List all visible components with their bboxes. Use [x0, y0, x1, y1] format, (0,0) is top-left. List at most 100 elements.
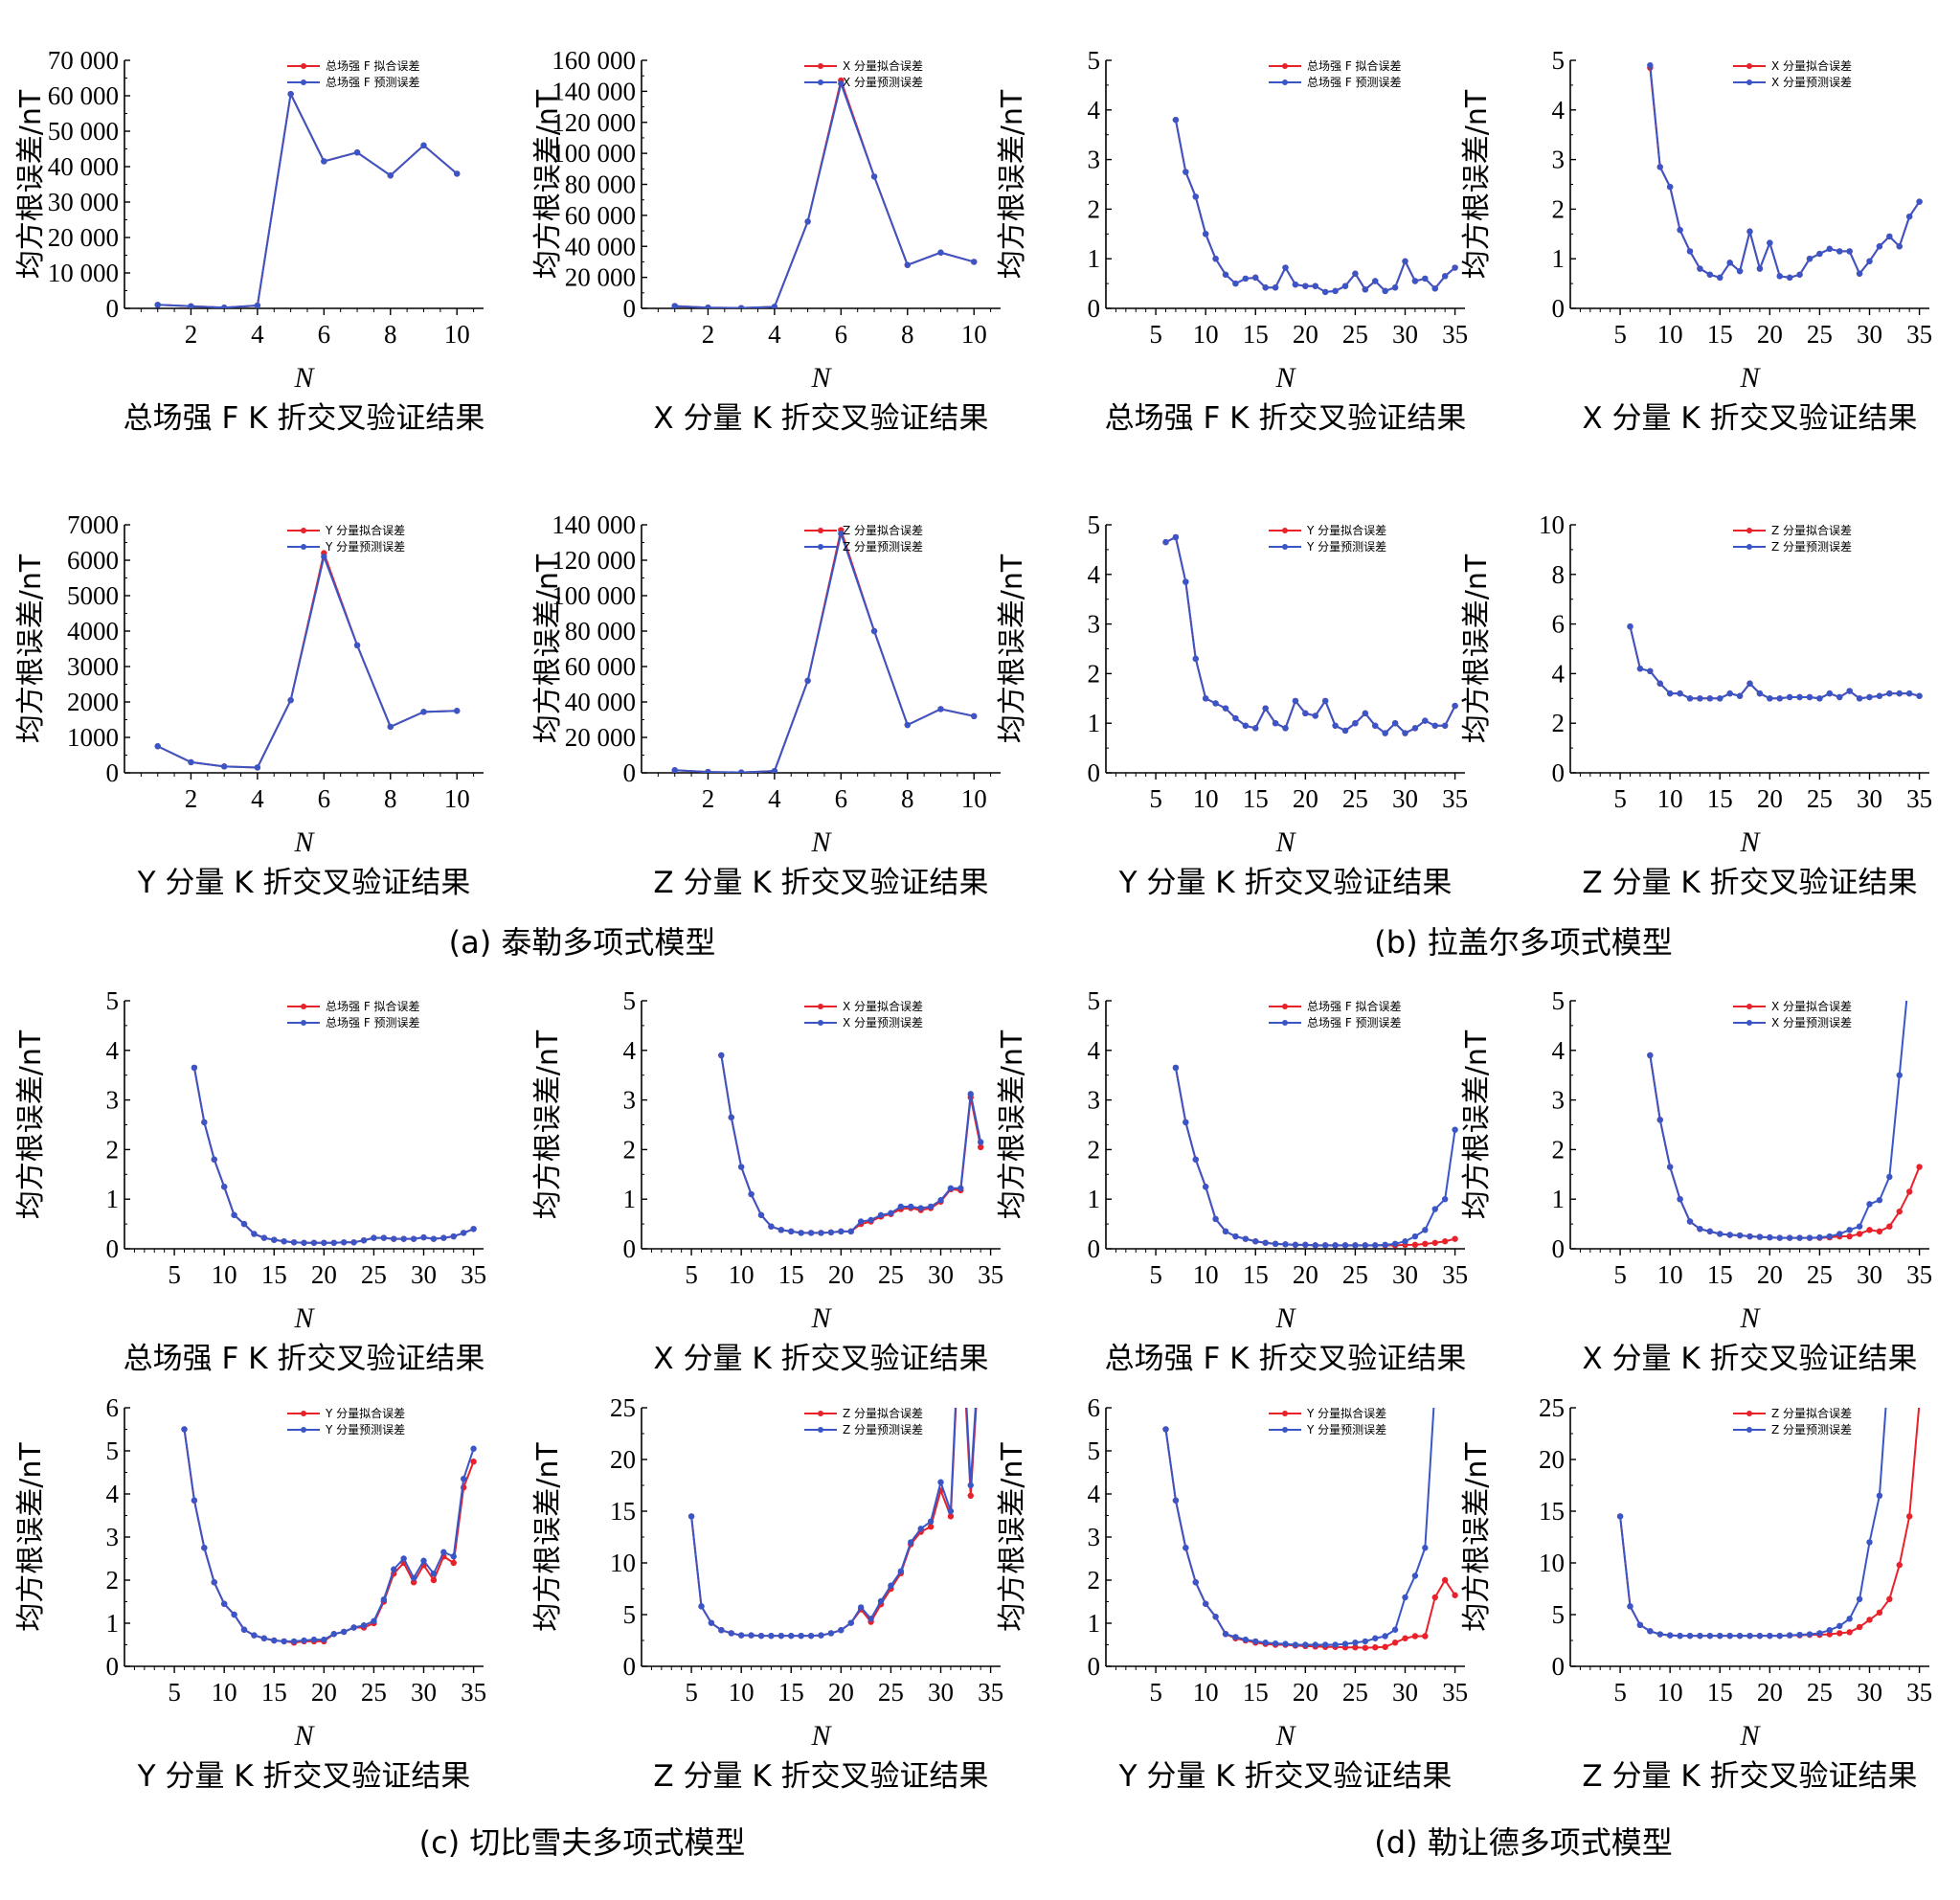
y-axis-label: 均方根误差/nT: [996, 554, 1029, 743]
data-point-pred: [1411, 278, 1419, 284]
x-tick-label: 20: [1293, 1260, 1318, 1289]
data-point-pred: [188, 758, 194, 766]
data-point-pred: [1846, 1227, 1853, 1233]
data-point-pred: [290, 1638, 298, 1645]
plot-area: [1627, 622, 1923, 702]
y-tick-label: 120 000: [552, 546, 636, 575]
x-tick-label: 15: [1707, 320, 1733, 349]
y-tick-label: 6: [106, 1393, 120, 1422]
data-point-fit: [1866, 1617, 1873, 1623]
y-tick-label: 40 000: [565, 688, 636, 716]
series-line-pred: [1165, 535, 1456, 735]
data-point-pred: [1272, 1640, 1279, 1647]
data-point-pred: [777, 1227, 785, 1233]
data-point-pred: [350, 1624, 357, 1631]
data-point-pred: [947, 1185, 955, 1192]
data-point-pred: [1806, 693, 1814, 701]
data-point-pred: [768, 1223, 775, 1230]
data-point-pred: [1362, 286, 1369, 293]
data-point-pred: [1717, 1632, 1723, 1640]
y-tick-label: 1: [1552, 244, 1566, 273]
data-point-pred: [1636, 666, 1644, 672]
y-tick-label: 10 000: [48, 259, 119, 287]
chart-panel-10: 0 1 2 3 4 5 5 10 15 20 25 30 35 均方根误差/nT N X 分量 K 折交叉验证…: [531, 986, 1003, 1376]
x-tick-label: 25: [1342, 1678, 1368, 1707]
legend-label: Z 分量预测误差: [1771, 1423, 1852, 1436]
data-point-pred: [947, 1507, 955, 1515]
data-point-pred: [1717, 695, 1723, 702]
panel-caption: 总场强 F K 折交叉验证结果: [124, 1342, 485, 1376]
data-point-pred: [350, 1239, 357, 1246]
data-point-pred: [927, 1203, 935, 1210]
data-point-pred: [1656, 680, 1663, 687]
data-point-pred: [231, 1611, 237, 1618]
data-point-pred: [1352, 1640, 1359, 1646]
data-point-pred: [1252, 725, 1259, 732]
data-point-pred: [1391, 284, 1399, 291]
y-tick-label: 30 000: [48, 188, 119, 216]
data-point-pred: [271, 1637, 278, 1644]
chart-panel-6: 0 20 000 40 000 60 000 80 000 100 000 120 000 1…: [531, 510, 1001, 900]
data-point-pred: [1382, 1633, 1388, 1640]
data-point-pred: [1836, 248, 1843, 255]
data-point-pred: [1686, 1632, 1694, 1640]
data-point-pred: [360, 1236, 368, 1244]
data-point-pred: [1212, 1614, 1219, 1620]
data-point-pred: [857, 1218, 865, 1225]
x-axis-label: N: [1739, 1302, 1761, 1334]
series-line-fit: [183, 1429, 475, 1644]
data-point-pred: [838, 80, 845, 87]
data-point-pred: [1202, 695, 1209, 702]
x-tick-label: 8: [384, 320, 397, 349]
legend-marker: [1282, 1411, 1288, 1416]
data-point-pred: [287, 90, 294, 98]
data-point-pred: [877, 1597, 885, 1605]
x-tick-label: 10: [1657, 784, 1683, 813]
panel-caption: Y 分量 K 折交叉验证结果: [1118, 866, 1453, 900]
data-point-pred: [838, 1228, 845, 1235]
data-point-pred: [1312, 283, 1318, 289]
data-point-pred: [1441, 273, 1449, 280]
data-point-pred: [321, 1239, 327, 1246]
plot-area: [1616, 1408, 1921, 1640]
y-tick-label: 0: [1552, 1652, 1566, 1681]
data-point-pred: [788, 1632, 795, 1640]
x-tick-label: 15: [1243, 320, 1269, 349]
y-tick-label: 10: [610, 1549, 636, 1577]
data-point-pred: [410, 1574, 417, 1581]
series-line-pred: [1629, 625, 1920, 700]
data-point-pred: [1302, 1641, 1309, 1648]
data-point-pred: [220, 763, 228, 770]
data-point-pred: [1647, 1052, 1654, 1059]
x-tick-label: 25: [878, 1260, 904, 1289]
legend-marker: [1282, 544, 1288, 550]
data-point-pred: [1746, 1632, 1753, 1640]
plot-area: [1647, 1001, 1923, 1241]
y-tick-label: 0: [623, 1652, 637, 1681]
data-point-pred: [1272, 720, 1279, 727]
legend-marker: [1282, 79, 1288, 85]
data-point-pred: [737, 1632, 745, 1639]
legend-label: Z 分量拟合误差: [843, 1406, 923, 1420]
data-point-pred: [1686, 695, 1694, 702]
data-point-pred: [1767, 695, 1773, 702]
x-tick-label: 5: [1613, 1678, 1627, 1707]
data-point-pred: [1312, 1242, 1318, 1249]
data-point-pred: [1776, 1234, 1783, 1241]
y-tick-label: 2: [1552, 194, 1566, 223]
x-tick-label: 20: [1757, 1260, 1783, 1289]
chart-panel-4: 0 1 2 3 4 5 5 10 15 20 25 30 35 均方根误差/nT N X 分量 K 折交叉验证…: [1460, 46, 1932, 436]
y-tick-label: 1: [1552, 1185, 1566, 1213]
y-tick-label: 1: [106, 1609, 120, 1638]
panel-caption: Z 分量 K 折交叉验证结果: [653, 866, 988, 900]
legend-label: Z 分量预测误差: [843, 1423, 923, 1436]
data-point-pred: [191, 1497, 198, 1504]
data-point-pred: [757, 1632, 765, 1640]
data-point-fit: [1856, 1231, 1863, 1237]
data-point-pred: [1816, 1233, 1823, 1241]
x-tick-label: 10: [1657, 1260, 1683, 1289]
y-tick-label: 2: [1088, 1566, 1101, 1595]
x-tick-label: 30: [928, 1678, 954, 1707]
data-point-pred: [154, 302, 161, 308]
x-tick-label: 5: [1149, 784, 1162, 813]
